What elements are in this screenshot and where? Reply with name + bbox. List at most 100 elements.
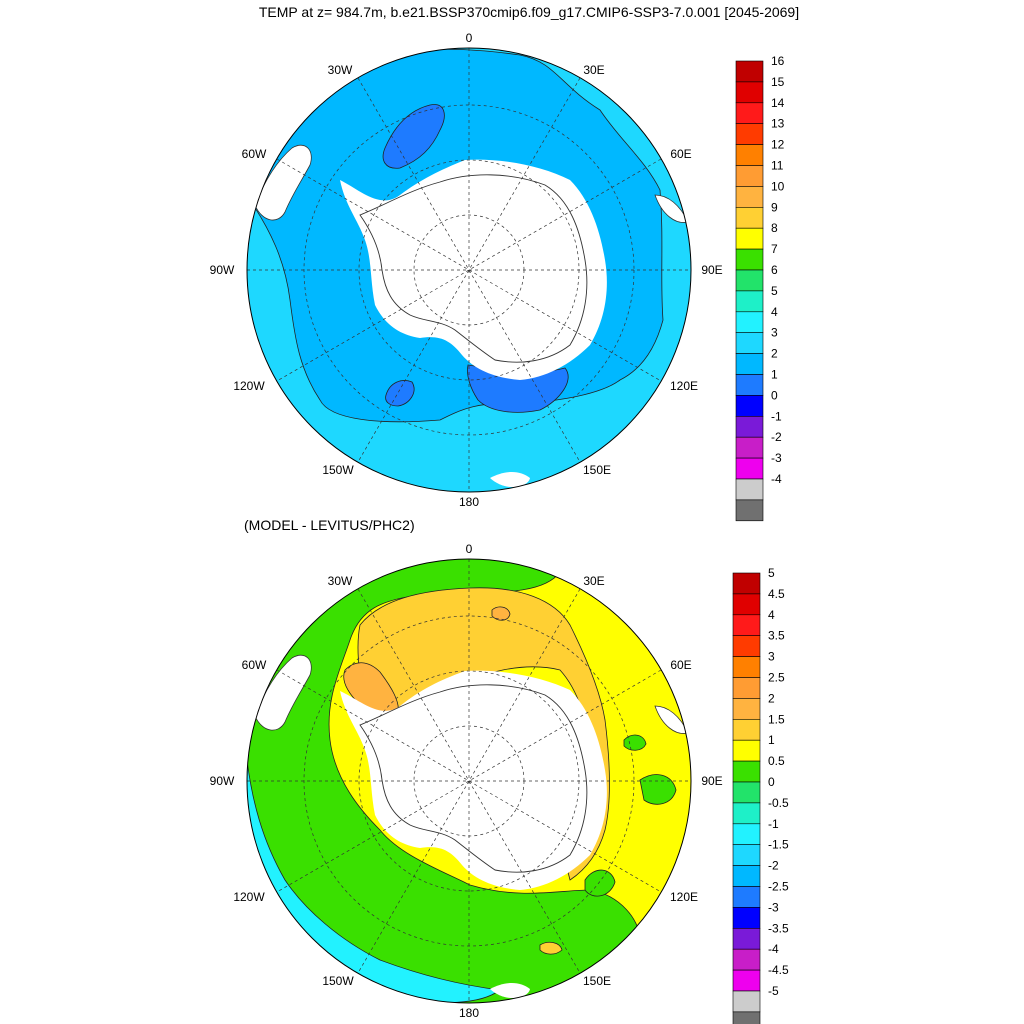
- bottom-colorbar-swatch: [732, 593, 761, 616]
- bottom-colorbar: 5 4.5 4 3.5 3 2.5 2 1.5 1 0.5 0 -0.5 -1 -1.5 -2 -2.5 -3 -…: [732, 566, 789, 1024]
- bottom-map: [247, 559, 691, 1003]
- bottom-map-antarctica-coastline: [359, 684, 588, 873]
- bottom-map-border: [246, 558, 692, 1004]
- top-colorbar-swatch: [735, 311, 764, 333]
- top-lon-label-90e: 90E: [701, 263, 722, 277]
- bottom-lon-label-30w: 30W: [328, 574, 353, 588]
- top-colorbar-swatch: [735, 353, 764, 375]
- bottom-colorbar-swatch: [732, 886, 761, 908]
- bottom-colorbar-tick-label: 5: [768, 566, 775, 580]
- top-lon-label-180: 180: [459, 495, 479, 509]
- bottom-map-field-orange-2: [491, 606, 511, 621]
- top-colorbar-tick-label: 6: [771, 263, 778, 277]
- bottom-colorbar-tick-label: 0: [768, 775, 775, 789]
- bottom-colorbar-swatch: [732, 907, 761, 929]
- bottom-colorbar-swatch: [732, 990, 761, 1013]
- top-colorbar-tick-label: 10: [771, 179, 785, 193]
- top-colorbar-tick-label: 4: [771, 305, 778, 319]
- figure-title: TEMP at z= 984.7m, b.e21.BSSP370cmip6.f0…: [259, 4, 799, 20]
- bottom-colorbar-swatch: [732, 677, 761, 699]
- bottom-colorbar-tick-label: 3: [768, 650, 775, 664]
- top-lon-label-30e: 30E: [583, 63, 604, 77]
- top-colorbar-swatch: [735, 478, 764, 501]
- top-colorbar-tick-label: 1: [771, 368, 778, 382]
- top-colorbar-swatch: [735, 227, 764, 250]
- bottom-colorbar-tick-label: 4: [768, 608, 775, 622]
- bottom-lon-label-60w: 60W: [242, 658, 267, 672]
- bottom-colorbar-swatch: [732, 635, 761, 657]
- bottom-map-field-green-patch-1: [623, 734, 647, 751]
- top-colorbar-swatch: [735, 207, 764, 229]
- top-lon-label-30w: 30W: [328, 63, 353, 77]
- bottom-map-field-green-patch-3: [584, 869, 616, 897]
- top-lon-label-120w: 120W: [233, 379, 265, 393]
- bottom-map-graticule: [247, 559, 691, 1003]
- bottom-lon-label-30e: 30E: [583, 574, 604, 588]
- top-colorbar-tick-label: -2: [771, 430, 782, 444]
- bottom-colorbar-tick-label: -5: [768, 984, 779, 998]
- bottom-map-antarctica: [340, 670, 607, 890]
- top-colorbar-tick-label: 7: [771, 242, 778, 256]
- top-colorbar-tick-label: 16: [771, 54, 785, 68]
- bottom-colorbar-tick-label: 2: [768, 691, 775, 705]
- top-colorbar-swatch: [735, 499, 764, 522]
- top-map-border: [246, 47, 692, 493]
- top-colorbar-swatch: [735, 269, 764, 292]
- bottom-colorbar-swatch: [732, 572, 761, 595]
- bottom-lon-label-180: 180: [459, 1006, 479, 1020]
- top-colorbar-swatch: [735, 332, 764, 354]
- bottom-colorbar-tick-label: 0.5: [768, 754, 785, 768]
- top-colorbar-swatch: [735, 395, 764, 417]
- bottom-lon-label-0: 0: [466, 542, 473, 556]
- top-colorbar-tick-label: 8: [771, 221, 778, 235]
- bottom-lon-label-120e: 120E: [670, 890, 698, 904]
- top-map-field-cold-3: [385, 380, 415, 407]
- top-map-field-cold-1: [382, 104, 445, 169]
- top-colorbar-swatch: [735, 60, 764, 83]
- top-map-lon-labels: 0 30E 60E 90E 120E 150E 180 150W 120W 90…: [210, 31, 723, 509]
- top-map-south-america: [254, 144, 312, 221]
- bottom-colorbar-swatch: [732, 718, 761, 741]
- bottom-colorbar-swatch: [732, 760, 761, 783]
- top-colorbar-tick-label: 3: [771, 326, 778, 340]
- top-colorbar-swatch: [735, 457, 764, 480]
- top-colorbar-swatch: [735, 415, 764, 438]
- bottom-colorbar-tick-label: -0.5: [768, 796, 789, 810]
- bottom-colorbar-tick-label: 2.5: [768, 671, 785, 685]
- bottom-colorbar-tick-label: 1: [768, 733, 775, 747]
- bottom-colorbar-swatch: [732, 948, 761, 971]
- top-map-graticule: [247, 48, 691, 492]
- top-colorbar-swatch: [735, 290, 764, 313]
- top-colorbar-tick-label: 12: [771, 138, 785, 152]
- top-colorbar-swatch: [735, 436, 764, 459]
- bottom-map-field-green-patch-2: [639, 774, 677, 805]
- top-lon-label-0: 0: [466, 31, 473, 45]
- bottom-lon-label-90w: 90W: [210, 774, 235, 788]
- top-colorbar-tick-label: 0: [771, 388, 778, 402]
- bottom-colorbar-tick-label: 1.5: [768, 712, 785, 726]
- top-map-nz: [490, 472, 530, 488]
- bottom-colorbar-swatch: [732, 823, 761, 845]
- bottom-map-lon-labels: 0 30E 60E 90E 120E 150E 180 150W 120W 90…: [210, 542, 723, 1020]
- top-colorbar-swatch: [735, 186, 764, 208]
- top-colorbar-tick-label: -3: [771, 451, 782, 465]
- bottom-colorbar-swatch: [732, 844, 761, 866]
- bottom-colorbar-swatch: [732, 802, 761, 825]
- top-lon-label-60w: 60W: [242, 147, 267, 161]
- bottom-map-field-gold-patch: [539, 941, 563, 955]
- bottom-colorbar-tick-label: -1: [768, 817, 779, 831]
- bottom-lon-label-90e: 90E: [701, 774, 722, 788]
- top-map-antarctica-coastline: [359, 174, 588, 363]
- top-colorbar-tick-label: 9: [771, 200, 778, 214]
- bottom-colorbar-swatch: [732, 927, 761, 950]
- bottom-colorbar-tick-label: -3: [768, 900, 779, 914]
- bottom-colorbar-tick-label: -1.5: [768, 838, 789, 852]
- bottom-map-south-america: [254, 654, 312, 731]
- top-colorbar-swatch: [735, 123, 764, 145]
- top-map: [247, 48, 691, 492]
- bottom-colorbar-swatch: [732, 1011, 761, 1024]
- bottom-lon-label-150w: 150W: [322, 974, 354, 988]
- bottom-colorbar-tick-label: -2.5: [768, 880, 789, 894]
